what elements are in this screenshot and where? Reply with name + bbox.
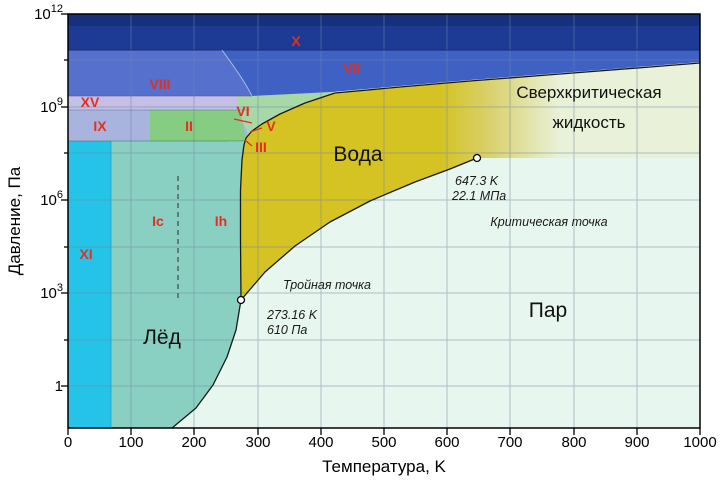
critical-point-pressure: 22.1 МПа bbox=[451, 189, 506, 203]
region-label-vapor: Пар bbox=[529, 299, 567, 322]
triple-point-marker bbox=[236, 295, 246, 305]
sublimation-curve bbox=[171, 299, 242, 429]
x-tick-label: 200 bbox=[181, 434, 206, 451]
phase-label-VII: VII bbox=[343, 60, 360, 76]
y-tick-1: 1 bbox=[55, 378, 63, 395]
phase-label-pointers bbox=[233, 118, 263, 147]
triple-point-pressure: 610 Па bbox=[267, 323, 307, 337]
x-tick-label: 500 bbox=[371, 434, 396, 451]
region-ice-xi bbox=[68, 141, 111, 428]
x-tick-label: 900 bbox=[624, 434, 649, 451]
region-label-water: Вода bbox=[333, 143, 382, 166]
x-tick-label: 0 bbox=[64, 434, 72, 451]
phase-label-II: II bbox=[185, 118, 193, 134]
x-tick-label: 100 bbox=[118, 434, 143, 451]
phase-label-Ic: Ic bbox=[152, 213, 164, 229]
phase-label-III: III bbox=[255, 139, 267, 155]
triple-point-name: Тройная точка bbox=[283, 278, 371, 292]
phase-label-VI: VI bbox=[236, 103, 249, 119]
y-tick-1e6: 106 bbox=[40, 189, 63, 209]
x-tick-label: 700 bbox=[497, 434, 522, 451]
x-tick-label: 600 bbox=[434, 434, 459, 451]
region-ice-ii bbox=[150, 110, 246, 141]
triple-point-temperature: 273.16 K bbox=[266, 308, 318, 322]
region-ice-vii bbox=[222, 50, 700, 96]
region-ice-ih bbox=[68, 141, 245, 428]
y-tick-1e3: 103 bbox=[40, 282, 63, 302]
x-axis-title: Температура, K bbox=[322, 457, 446, 476]
x-tick-label: 400 bbox=[308, 434, 333, 451]
critical-point-temperature: 647.3 K bbox=[455, 174, 499, 188]
region-label-ice: Лёд bbox=[143, 326, 181, 349]
axis-ticks bbox=[61, 13, 701, 435]
critical-point-marker bbox=[472, 153, 482, 163]
x-tick-label: 300 bbox=[245, 434, 270, 451]
melting-curve bbox=[239, 62, 701, 301]
x-tick-labels: 0 100 200 300 400 500 600 700 800 900 10… bbox=[64, 434, 717, 451]
x-tick-label: 800 bbox=[561, 434, 586, 451]
phase-label-X: X bbox=[291, 33, 301, 49]
region-label-supercritical-2: жидкость bbox=[552, 113, 625, 132]
y-axis-title: Давление, Па bbox=[5, 166, 24, 275]
phase-label-XV: XV bbox=[81, 94, 100, 110]
region-water-supercritical bbox=[240, 63, 700, 300]
region-ice-viii bbox=[68, 50, 252, 96]
region-label-supercritical-1: Сверхкритическая bbox=[516, 83, 661, 102]
critical-point-name: Критическая точка bbox=[490, 215, 607, 229]
phase-label-VIII: VIII bbox=[149, 76, 170, 92]
phase-label-IX: IX bbox=[93, 118, 107, 134]
x-tick-label: 1000 bbox=[683, 434, 716, 451]
phase-label-Ih: Ih bbox=[215, 213, 227, 229]
gridlines bbox=[68, 14, 700, 428]
minor-phase-boundaries bbox=[68, 49, 700, 428]
phase-label-V: V bbox=[266, 118, 276, 134]
vaporization-curve bbox=[240, 157, 478, 301]
phase-label-XI: XI bbox=[79, 246, 92, 262]
y-tick-1e9: 109 bbox=[40, 96, 63, 116]
y-tick-1e12: 1012 bbox=[34, 3, 63, 23]
